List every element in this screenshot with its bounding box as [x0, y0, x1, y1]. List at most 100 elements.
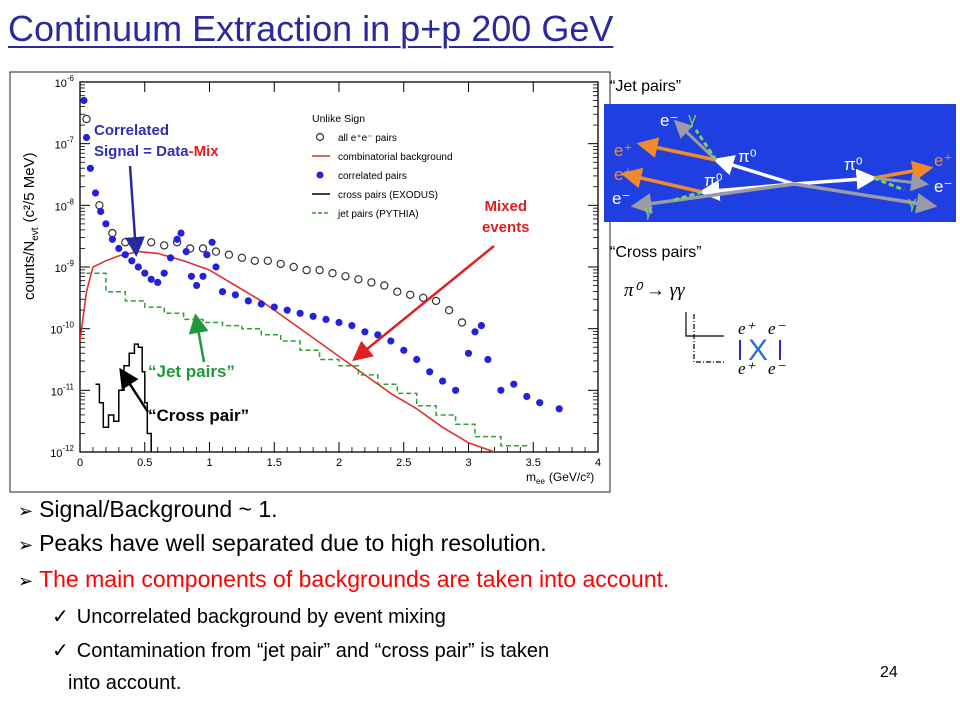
series-correlated-pairs-point: [231, 291, 239, 299]
label-gamma-left: γ: [644, 201, 653, 220]
series-correlated-pairs-point: [115, 244, 123, 253]
x-tick-label: 0: [77, 457, 83, 469]
bullet-item: ➢ Signal/Background ~ 1.: [18, 496, 278, 523]
series-correlated-pairs-point: [335, 318, 343, 327]
x-tick-label: 3: [465, 457, 471, 469]
series-correlated-pairs-point: [108, 235, 116, 243]
series-combinatorial-background-line: [80, 250, 495, 452]
series-correlated-pairs-point: [523, 392, 531, 401]
x-tick-label: 2: [336, 457, 342, 469]
cross-pairs-diagram: π⁰ → γγ e⁺ e⁻ e⁺ e⁻ X: [624, 280, 787, 378]
bullet-item: ➢ Peaks have well separated due to high r…: [18, 530, 547, 557]
series-all-e-e-pairs-point: [159, 241, 169, 250]
bullet-text: Signal/Background ~ 1.: [39, 496, 278, 522]
series-correlated-pairs-point: [208, 238, 216, 246]
series-all-e-e-pairs-point: [444, 306, 454, 315]
series-correlated-pairs-point: [536, 399, 544, 407]
label-gamma-top: γ: [688, 109, 697, 128]
legend-label: jet pairs (PYTHIA): [337, 209, 419, 220]
x-tick-label: 1.5: [267, 457, 282, 469]
series-all-e-e-pairs-point: [457, 318, 467, 327]
bullet-text: Peaks have well separated due to high re…: [39, 530, 547, 556]
series-all-e-e-pairs-point: [367, 278, 376, 287]
series-correlated-pairs-point: [102, 220, 110, 228]
label-e-plus-1: e⁺: [614, 141, 632, 160]
annotation-cross-pair: “Cross pair”: [148, 406, 250, 425]
series-correlated-pairs-point: [484, 355, 492, 364]
cross-ep-bottom: e⁺: [738, 359, 757, 378]
series-correlated-pairs-point: [187, 272, 195, 280]
legend-label: combinatorial background: [338, 152, 453, 163]
arrow-bullet-icon: ➢: [18, 571, 34, 591]
annotation-jet-pairs: “Jet pairs”: [148, 362, 235, 381]
label-pi0-b: π⁰: [704, 171, 723, 190]
series-all-e-e-pairs-point: [289, 262, 298, 272]
series-all-e-e-pairs-point: [108, 228, 117, 238]
series-all-e-e-pairs-point: [302, 265, 311, 275]
series-correlated-pairs-point: [244, 297, 252, 305]
series-correlated-pairs-point: [80, 96, 88, 105]
series-all-e-e-pairs-point: [82, 114, 91, 124]
series-correlated-pairs-point: [257, 300, 265, 308]
series-correlated-pairs-point: [452, 386, 460, 394]
jet-diagram-tracks: [620, 119, 938, 215]
legend-label: all e⁺e⁻ pairs: [338, 133, 397, 144]
slide-title: Continuum Extraction in p+p 200 GeV: [8, 8, 614, 49]
series-correlated-pairs-point: [270, 303, 278, 311]
series-all-e-e-pairs-point: [393, 287, 402, 296]
annotation-signal-eq: Signal =: [94, 143, 157, 160]
label-e-plus-2: e⁺: [614, 165, 632, 184]
series-all-e-e-pairs-point: [341, 272, 350, 281]
arrow-mixed-events: [352, 245, 495, 362]
label-e-plus-right: e⁺: [934, 151, 952, 170]
series-all-e-e-pairs-point: [211, 247, 221, 256]
x-tick-label: 1: [206, 457, 212, 469]
series-all-e-e-pairs-point: [431, 296, 441, 306]
series-correlated-pairs-point: [121, 251, 129, 259]
series-correlated-pairs-point: [426, 368, 434, 376]
series-all-e-e-pairs-point: [250, 256, 259, 265]
series-correlated-pairs-point: [283, 306, 291, 314]
series-all-e-e-pairs-point: [354, 275, 363, 284]
annotation-mixed-events: Mixed events: [482, 196, 530, 238]
arrow-jet-pairs: [188, 313, 209, 363]
cross-em-top: e⁻: [768, 319, 787, 338]
x-tick-label: 4: [595, 457, 601, 469]
series-all-e-e-pairs-point: [224, 250, 234, 259]
series-correlated-pairs-point: [134, 263, 142, 271]
series-correlated-pairs-point: [147, 275, 155, 283]
series-correlated-pairs-point: [86, 164, 94, 172]
series-all-e-e-pairs-point: [198, 244, 208, 253]
series-correlated-pairs-point: [413, 355, 421, 364]
cross-x-mark: X: [748, 334, 768, 367]
series-correlated-pairs-point: [141, 269, 149, 277]
series-all-e-e-pairs-point: [328, 269, 337, 278]
series-correlated-pairs-point: [348, 322, 356, 330]
sub-bullet-2-continuation: into account.: [68, 672, 182, 694]
annotation-minus: -: [188, 143, 194, 160]
series-correlated-pairs-point: [400, 346, 408, 354]
series-correlated-pairs-point: [128, 257, 136, 265]
series-correlated-pairs-point: [387, 337, 395, 345]
label-e-minus-right: e⁻: [934, 177, 952, 196]
series-correlated-pairs-point: [203, 251, 211, 259]
series-all-e-e-pairs-point: [121, 238, 130, 247]
cross-pairs-caption: “Cross pairs”: [610, 244, 702, 261]
series-correlated-pairs-point: [199, 272, 207, 280]
series-correlated-pairs-point: [193, 281, 201, 290]
chart-series-group: [80, 96, 563, 452]
arrow-cross-pair: [119, 367, 150, 413]
x-tick-label: 2.5: [396, 457, 411, 469]
series-all-e-e-pairs-point: [406, 290, 415, 299]
jet-pairs-caption: “Jet pairs”: [610, 78, 682, 95]
series-all-e-e-pairs-point: [95, 201, 104, 210]
series-correlated-pairs-point: [361, 328, 369, 336]
series-all-e-e-pairs-point: [380, 281, 389, 290]
cross-path-lower: [693, 314, 724, 363]
chart-frame: [9, 71, 611, 493]
series-correlated-pairs-point: [322, 315, 330, 323]
series-correlated-pairs-point: [471, 328, 479, 336]
annotation-data: Data: [156, 143, 189, 160]
series-all-e-e-pairs-point: [146, 238, 156, 247]
series-correlated-pairs-point: [555, 405, 563, 413]
